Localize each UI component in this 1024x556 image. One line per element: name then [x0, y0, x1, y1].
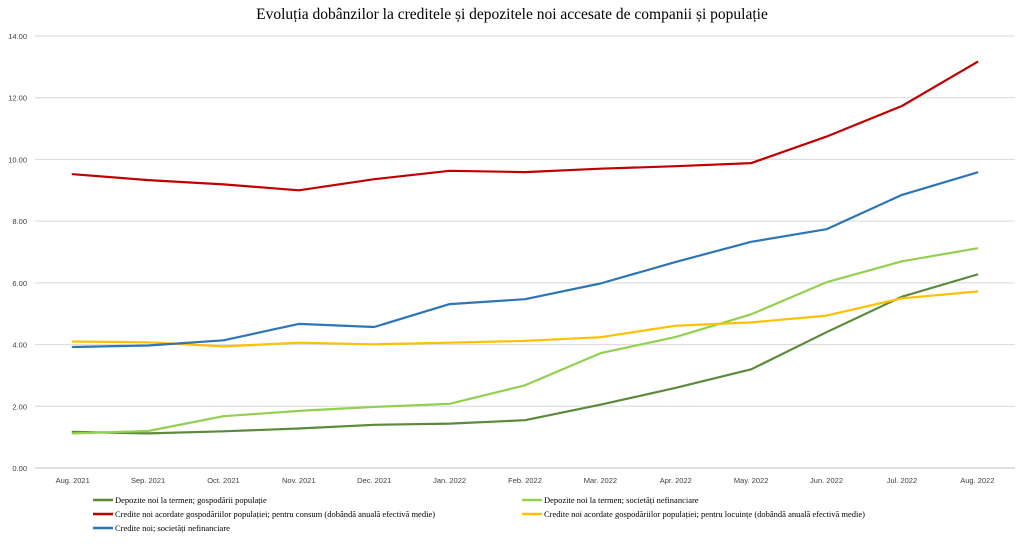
series-line	[71, 247, 979, 435]
x-tick-label: Feb. 2022	[508, 476, 542, 485]
y-tick-label: 8.00	[12, 217, 27, 226]
x-tick-label: Sep. 2021	[131, 476, 165, 485]
y-tick-label: 10.00	[8, 155, 27, 164]
legend-label: Credite noi acordate gospodăriilor popul…	[544, 509, 865, 519]
x-tick-label: Jul. 2022	[887, 476, 917, 485]
series-line	[71, 273, 979, 435]
x-tick-label: May. 2022	[734, 476, 768, 485]
series-line	[71, 290, 979, 348]
y-tick-label: 4.00	[12, 341, 27, 350]
legend-label: Depozite noi la termen; gospodării popul…	[115, 495, 267, 505]
legend-label: Credite noi acordate gospodăriilor popul…	[115, 509, 435, 519]
y-tick-label: 2.00	[12, 402, 27, 411]
series-line	[71, 171, 979, 349]
series-line	[71, 60, 979, 192]
chart-title: Evoluția dobânzilor la creditele și depo…	[256, 6, 768, 23]
y-tick-label: 6.00	[12, 279, 27, 288]
y-tick-label: 12.00	[8, 94, 27, 103]
x-tick-label: Aug. 2022	[960, 476, 994, 485]
x-tick-label: Oct. 2021	[207, 476, 240, 485]
x-tick-label: Jan. 2022	[433, 476, 466, 485]
x-tick-label: Nov. 2021	[282, 476, 316, 485]
legend-label: Depozite noi la termen; societăți nefina…	[544, 495, 699, 505]
x-tick-label: Dec. 2021	[357, 476, 391, 485]
y-tick-label: 0.00	[12, 464, 27, 473]
legend-label: Credite noi; societăți nefinanciare	[115, 523, 230, 533]
y-tick-label: 14.00	[8, 32, 27, 41]
x-tick-label: Aug. 2021	[56, 476, 90, 485]
x-tick-label: Mar. 2022	[584, 476, 617, 485]
x-tick-label: Jun. 2022	[810, 476, 843, 485]
x-tick-label: Apr. 2022	[660, 476, 692, 485]
